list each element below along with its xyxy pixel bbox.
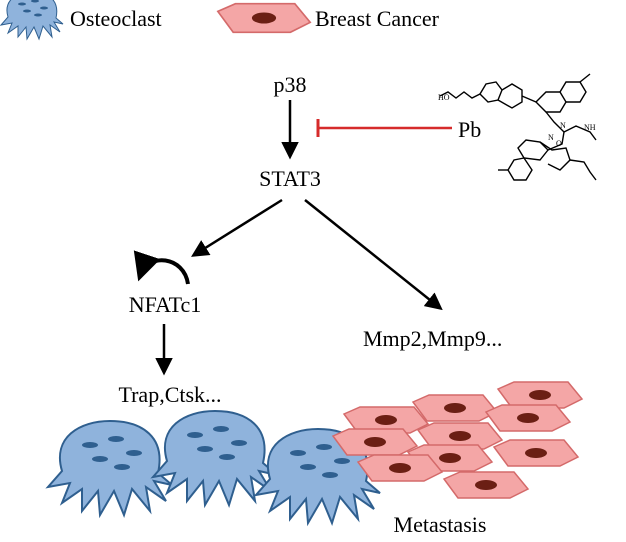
svg-text:N: N xyxy=(548,133,554,142)
osteoclast-cell xyxy=(47,420,173,516)
arrow-stat3-to-mmp xyxy=(304,199,443,311)
svg-text:O: O xyxy=(556,139,562,148)
node-trap: Trap,Ctsk... xyxy=(118,382,221,407)
breast-cancer-cell xyxy=(443,471,529,499)
svg-text:N: N xyxy=(560,121,566,130)
svg-text:NH: NH xyxy=(584,123,596,132)
breast-cancer-legend-icon xyxy=(216,2,312,34)
breast-cancer-cell xyxy=(497,381,583,409)
osteoclast-legend-label: Osteoclast xyxy=(70,6,162,31)
node-nfatc1: NFATc1 xyxy=(129,292,202,317)
arrow-nfatc1-autoregulation xyxy=(133,250,190,285)
pb-chemical-structure xyxy=(439,73,597,181)
breast-cancer-cell xyxy=(493,439,579,467)
node-pb: Pb xyxy=(458,117,481,142)
node-stat3: STAT3 xyxy=(259,166,321,191)
breast-cancer-cell xyxy=(412,394,498,422)
breast-cancer-cell xyxy=(332,428,418,456)
node-p38: p38 xyxy=(274,72,307,97)
arrow-stat3-to-nfatc1 xyxy=(191,198,283,257)
svg-text:HO: HO xyxy=(438,93,450,102)
legend: Osteoclast Breast Cancer xyxy=(0,0,440,40)
pb-structure-labels: HO N NH N O xyxy=(438,93,596,148)
node-mmp: Mmp2,Mmp9... xyxy=(363,326,502,351)
node-metastasis: Metastasis xyxy=(394,512,487,537)
breast-cancer-cell xyxy=(485,404,571,432)
breast-cancer-legend-label: Breast Cancer xyxy=(315,6,440,31)
breast-cancer-cell xyxy=(357,454,443,482)
osteoclast-legend-icon xyxy=(0,0,64,40)
